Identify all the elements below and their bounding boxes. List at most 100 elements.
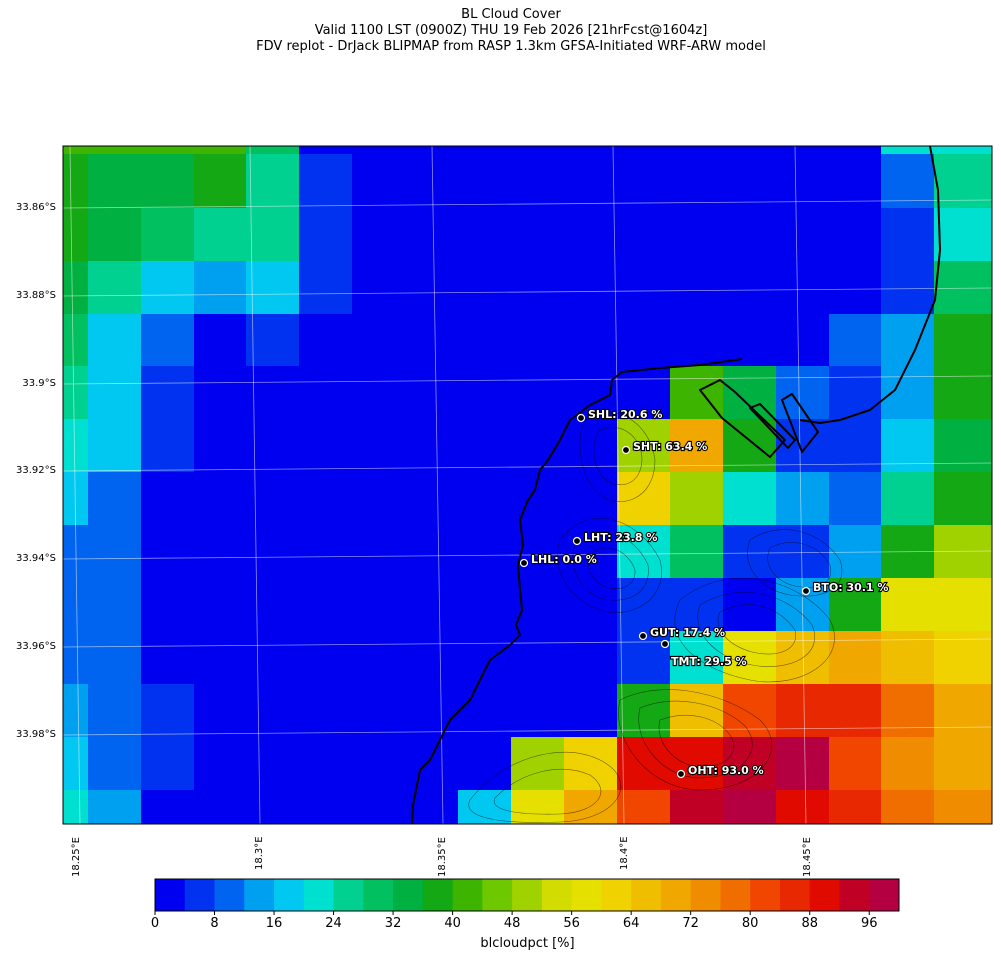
grid-cell [458,366,512,420]
station-marker-bto [801,586,811,596]
grid-cell [63,314,89,367]
chart-subtitle-source: FDV replot - DrJack BLIPMAP from RASP 1.… [256,39,766,54]
grid-cell [723,472,777,526]
grid-cell [564,146,618,155]
grid-cell [299,146,353,155]
grid-cell [881,631,935,685]
grid-cell [88,208,142,262]
grid-cell [458,737,512,791]
grid-cell [88,578,142,632]
grid-cell [194,208,247,262]
grid-cell [670,631,724,685]
grid-cell [776,208,830,262]
grid-cell [934,631,992,685]
graticule-lines [63,146,992,824]
grid-cell [617,208,671,262]
grid-cell [670,578,724,632]
grid-cell [141,154,195,209]
grid-cell [881,684,935,738]
grid-cell [246,366,300,420]
grid-cell [246,314,300,367]
grid-cell [141,631,195,685]
grid-cell [881,737,935,791]
grid-cell [458,261,512,315]
grid-cell [776,314,830,367]
grid-cell [141,684,195,738]
colorbar-tick-label: 80 [741,916,759,931]
station-marker-lht [572,536,582,546]
grid-cell [723,146,777,155]
grid-cell [63,366,89,420]
colorbar-tick-label: 72 [682,916,699,931]
grid-cell [670,154,724,209]
grid-cell [63,737,89,791]
station-label-gut: GUT: 17.4 % [650,626,725,639]
grid-cell [246,208,300,262]
grid-cell [299,472,353,526]
grid-cell [405,525,459,579]
grid-cell [352,578,406,632]
grid-cell [352,154,406,209]
grid-cell [776,261,830,315]
grid-cell [299,790,353,824]
lat-label: 33.9°S [22,378,56,389]
grid-cell [511,525,565,579]
grid-cell [405,737,459,791]
colorbar-tick-label: 32 [384,916,402,931]
grid-cell [670,525,724,579]
grid-cell [299,314,353,367]
station-marker-lhl [519,558,529,568]
grid-cell [564,472,618,526]
grid-cell [63,154,89,209]
grid-cell [299,208,353,262]
grid-cell [670,366,724,420]
grid-cell [881,146,935,155]
grid-cell [934,419,992,473]
grid-cell [352,684,406,738]
grid-cell [776,146,830,155]
lat-label: 33.86°S [16,202,56,213]
grid-cell [299,631,353,685]
grid-cell [511,261,565,315]
grid-cell [934,790,992,824]
grid-cell [776,737,830,791]
coastline [411,146,941,824]
grid-cell [194,737,247,791]
grid-cell [352,631,406,685]
grid-cell [670,790,724,824]
lon-label: 18.45°E [802,837,813,877]
grid-cell [511,684,565,738]
station-label-oht: OHT: 93.0 % [688,764,764,777]
lon-label: 18.35°E [437,837,448,877]
grid-cell [141,737,195,791]
grid-cell [934,154,992,209]
grid-cell [511,737,565,791]
grid-cell [617,684,671,738]
grid-cell [617,366,671,420]
chart-titles: BL Cloud Cover Valid 1100 LST (0900Z) TH… [0,7,1001,55]
grid-cell [829,472,882,526]
grid-cell [194,146,247,155]
lon-label: 18.4°E [619,836,630,870]
grid-cell [934,146,992,155]
grid-cell [564,419,618,473]
grid-cell [352,366,406,420]
grid-cell [405,208,459,262]
grid-cell [511,146,565,155]
grid-cell [723,790,777,824]
lat-label: 33.88°S [16,290,56,301]
grid-cell [299,261,353,315]
grid-cell [881,261,935,315]
grid-cell [723,525,777,579]
grid-cell [194,525,247,579]
grid-cell [194,631,247,685]
grid-cell [88,472,142,526]
grid-cell [141,261,195,315]
colorbar-label: blcloudpct [%] [480,936,575,951]
grid-cell [299,419,353,473]
grid-cell [405,261,459,315]
grid-cell [246,472,300,526]
grid-cell [776,154,830,209]
colorbar-tick-label: 16 [265,916,283,931]
grid-cell [458,154,512,209]
